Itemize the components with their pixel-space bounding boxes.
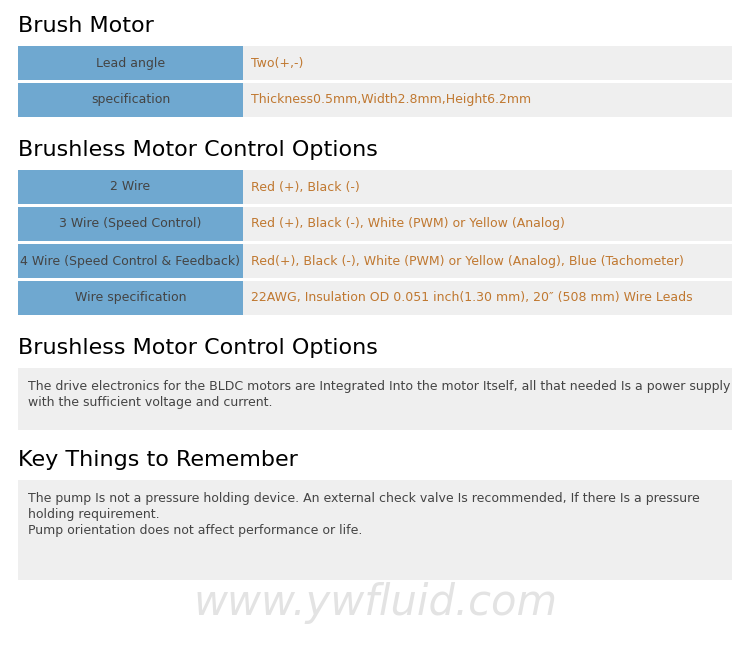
- Text: www.ywfluid.com: www.ywfluid.com: [193, 582, 557, 624]
- Text: The pump Is not a pressure holding device. An external check valve Is recommende: The pump Is not a pressure holding devic…: [28, 492, 700, 505]
- Text: with the sufficient voltage and current.: with the sufficient voltage and current.: [28, 396, 272, 409]
- Text: Brushless Motor Control Options: Brushless Motor Control Options: [18, 338, 378, 358]
- Bar: [18, 480, 732, 580]
- Bar: [243, 207, 732, 241]
- Text: Red (+), Black (-): Red (+), Black (-): [251, 181, 360, 194]
- Text: 22AWG, Insulation OD 0.051 inch(1.30 mm), 20″ (508 mm) Wire Leads: 22AWG, Insulation OD 0.051 inch(1.30 mm)…: [251, 292, 692, 305]
- Text: Two(+,-): Two(+,-): [251, 56, 303, 69]
- Text: specification: specification: [91, 93, 170, 106]
- Text: 3 Wire (Speed Control): 3 Wire (Speed Control): [59, 218, 202, 231]
- Bar: [18, 170, 243, 204]
- Bar: [18, 207, 243, 241]
- Bar: [18, 281, 243, 315]
- Text: Pump orientation does not affect performance or life.: Pump orientation does not affect perform…: [28, 524, 362, 537]
- Text: holding requirement.: holding requirement.: [28, 508, 160, 521]
- Text: The drive electronics for the BLDC motors are Integrated Into the motor Itself, : The drive electronics for the BLDC motor…: [28, 380, 730, 393]
- Text: Key Things to Remember: Key Things to Remember: [18, 450, 298, 470]
- Bar: [243, 170, 732, 204]
- Bar: [18, 244, 243, 278]
- Bar: [18, 46, 243, 80]
- Text: Wire specification: Wire specification: [75, 292, 186, 305]
- Text: Brushless Motor Control Options: Brushless Motor Control Options: [18, 140, 378, 160]
- Bar: [18, 368, 732, 430]
- Text: 4 Wire (Speed Control & Feedback): 4 Wire (Speed Control & Feedback): [20, 255, 241, 268]
- Text: Thickness0.5mm,Width2.8mm,Height6.2mm: Thickness0.5mm,Width2.8mm,Height6.2mm: [251, 93, 531, 106]
- Bar: [243, 244, 732, 278]
- Text: Red(+), Black (-), White (PWM) or Yellow (Analog), Blue (Tachometer): Red(+), Black (-), White (PWM) or Yellow…: [251, 255, 684, 268]
- Bar: [243, 83, 732, 117]
- Bar: [18, 83, 243, 117]
- Text: Brush Motor: Brush Motor: [18, 16, 154, 36]
- Bar: [243, 46, 732, 80]
- Text: 2 Wire: 2 Wire: [110, 181, 151, 194]
- Text: Lead angle: Lead angle: [96, 56, 165, 69]
- Bar: [243, 281, 732, 315]
- Text: Red (+), Black (-), White (PWM) or Yellow (Analog): Red (+), Black (-), White (PWM) or Yello…: [251, 218, 565, 231]
